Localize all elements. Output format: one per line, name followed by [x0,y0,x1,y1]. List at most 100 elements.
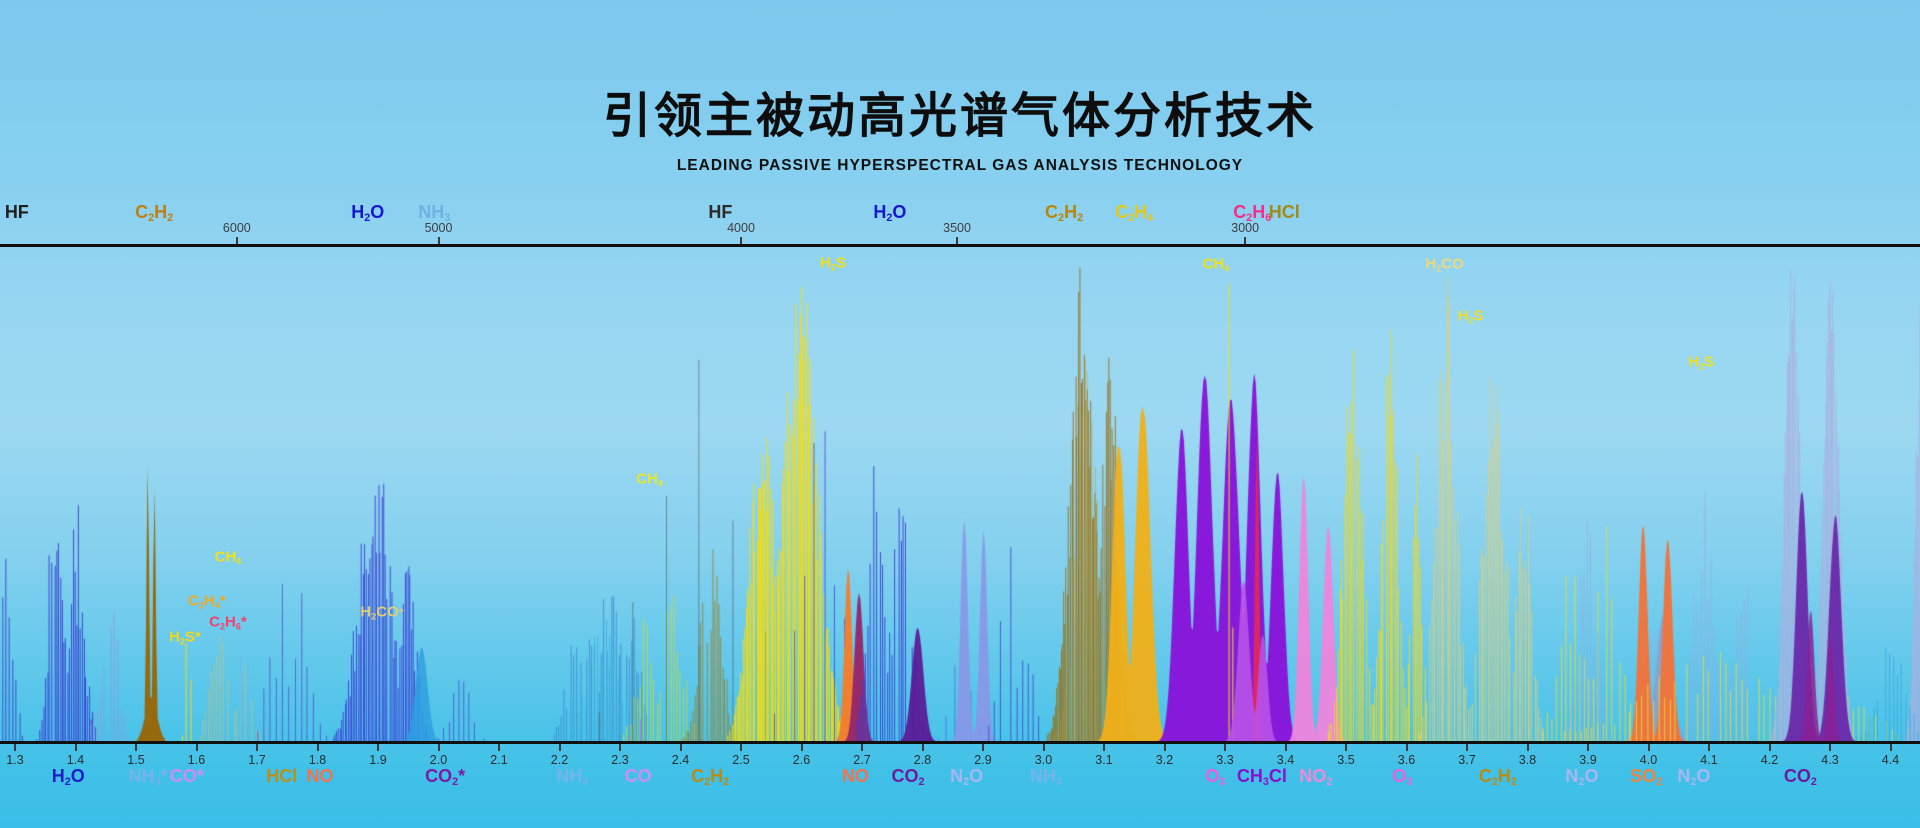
top-gas-label-h2o: H2O [351,202,385,225]
bottom-axis-tick-label: 1.9 [369,753,387,767]
bottom-axis-tick [619,744,621,751]
bottom-axis-tick-label: 2.1 [490,753,508,767]
bottom-axis-tick-label: 1.3 [6,753,24,767]
bottom-gas-label-n2o: N2O [950,766,984,789]
bottom-axis-tick-label: 3.6 [1397,753,1416,767]
plot-gas-label-c2h6*: C2H6* [209,613,247,632]
bottom-axis-tick-label: 3.2 [1155,753,1174,767]
top-axis-tick [437,237,440,244]
page-subtitle: LEADING PASSIVE HYPERSPECTRAL GAS ANALYS… [676,157,1244,174]
plot-gas-label-h2s: H2S [1688,353,1715,372]
spectra-canvas [0,245,1920,742]
bottom-gas-label-no: NO [306,766,334,786]
bottom-gas-label-c2h2: C2H2 [1478,766,1517,789]
bottom-axis-tick [1829,744,1831,751]
bottom-axis-tick [195,744,198,751]
bottom-axis-tick-label: 2.2 [550,753,569,767]
top-axis-line [0,244,1920,247]
bottom-axis-tick-label: 3.7 [1458,753,1476,767]
top-axis-tick-label: 6000 [222,221,251,235]
plot-gas-label-ch4: CH4 [636,470,663,489]
bottom-axis-tick-label: 2.6 [792,753,811,767]
bottom-axis-tick [1224,744,1226,751]
bottom-axis-tick [1647,744,1650,751]
bottom-axis-tick-label: 3.4 [1276,753,1295,767]
bottom-axis-tick-label: 2.7 [853,753,871,767]
bottom-axis-tick [1163,744,1166,751]
page-title: 引领主被动高光谱气体分析技术 [602,90,1317,143]
top-axis-tick-label: 3500 [943,221,971,235]
bottom-axis-tick-label: 3.1 [1095,753,1113,767]
plot-gas-label-ch4: CH4 [1202,255,1230,274]
top-axis-tick-label: 5000 [424,221,453,235]
bottom-axis-tick [1768,744,1771,751]
bottom-axis-tick-label: 4.4 [1881,753,1900,767]
bottom-axis-tick [679,744,682,751]
bottom-axis-tick [982,744,984,751]
plot-gas-label-h2co+: H2CO+ [360,603,405,622]
bottom-axis-tick [1889,744,1892,751]
bottom-gas-label-nh3: NH3 [556,766,589,789]
plot-gas-label-c2h4*: C2H4* [188,592,226,611]
bottom-axis-tick-label: 1.4 [66,753,85,767]
bottom-axis-tick-label: 1.5 [127,753,145,767]
bottom-axis-tick-label: 2.9 [974,753,992,767]
bottom-gas-label-o3: O3 [1392,766,1413,789]
bottom-axis-tick-label: 3.0 [1034,753,1053,767]
bottom-axis-tick [377,744,379,751]
bottom-axis-tick [256,744,258,751]
bottom-axis-tick-label: 2.8 [913,753,932,767]
bottom-axis-tick [1345,744,1347,751]
bottom-axis-tick [14,744,16,751]
bottom-axis-tick-label: 3.8 [1518,753,1537,767]
top-gas-label-nh3: NH3 [418,202,451,225]
bottom-gas-label-nh3: NH3 [1029,766,1062,789]
bottom-gas-label-h2o: H2O [51,766,85,789]
top-axis-tick-label: 3000 [1231,221,1260,235]
bottom-axis-tick [921,744,924,751]
bottom-axis-tick-label: 2.5 [732,753,750,767]
bottom-axis-tick [740,744,742,751]
bottom-gas-label-co*: CO* [169,766,204,786]
bottom-axis-tick [1587,744,1589,751]
bottom-axis-tick-label: 3.5 [1337,753,1355,767]
bottom-axis-tick-label: 2.4 [671,753,690,767]
bottom-axis-tick [1708,744,1710,751]
top-gas-label-c2h4: C2H4 [1115,202,1154,225]
bottom-gas-label-hcl: HCl [266,766,298,786]
bottom-gas-label-co: CO [624,766,652,786]
bottom-axis-tick-label: 4.3 [1821,753,1839,767]
bottom-gas-label-co2: CO2 [891,766,925,789]
top-axis-tick [956,237,959,244]
plot-gas-label-h2s: H2S [1457,307,1484,326]
bottom-axis-tick [1466,744,1468,751]
top-gas-label-hf: HF [708,202,733,222]
bottom-axis-tick [1405,744,1408,751]
bottom-axis-tick [1042,744,1045,751]
top-gas-label-c2h2: C2H2 [135,202,174,225]
bottom-axis-tick [800,744,803,751]
bottom-gas-label-ch3cl: CH3Cl [1236,766,1287,789]
top-axis-tick [235,237,238,244]
bottom-axis-tick-label: 4.0 [1639,753,1658,767]
top-gas-label-c2h2: C2H2 [1045,202,1084,225]
bottom-axis-tick [1103,744,1105,751]
plot-gas-label-h2s: H2S [820,254,846,273]
bottom-axis-tick [135,744,137,751]
bottom-axis-tick-label: 1.8 [308,753,327,767]
top-gas-label-hcl: HCl [1268,202,1300,222]
bottom-axis-tick-label: 2.0 [429,753,448,767]
bottom-gas-label-nh3*: NH3* [128,766,168,789]
bottom-axis-tick [1526,744,1529,751]
bottom-axis-tick [437,744,440,751]
bottom-axis-tick [558,744,561,751]
bottom-axis-tick-label: 1.7 [248,753,266,767]
bottom-axis-tick-label: 3.3 [1216,753,1234,767]
bottom-axis-tick [316,744,319,751]
bottom-gas-label-co2: CO2 [1783,766,1817,789]
bottom-gas-label-n2o: N2O [1677,766,1711,789]
bottom-axis-line [0,741,1920,744]
bottom-axis-tick-label: 4.2 [1760,753,1779,767]
top-gas-label-c2h6: C2H6 [1233,202,1272,225]
